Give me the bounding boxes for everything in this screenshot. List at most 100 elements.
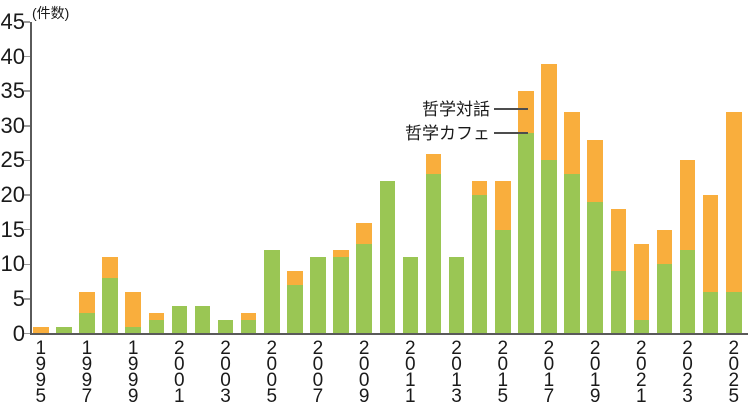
bar-1998-segment-tetsugaku-taiwa bbox=[102, 257, 118, 279]
bar-2017 bbox=[541, 63, 557, 334]
bar-2012-segment-tetsugaku-cafe bbox=[425, 174, 442, 334]
bar-2015-segment-tetsugaku-taiwa bbox=[495, 181, 511, 230]
bar-2004-segment-tetsugaku-taiwa bbox=[240, 312, 257, 320]
y-tick-label-0: 0 bbox=[12, 320, 25, 346]
bar-2008 bbox=[333, 250, 349, 334]
bar-2011 bbox=[402, 257, 419, 334]
bar-2001-segment-tetsugaku-cafe bbox=[171, 305, 188, 334]
bar-2009 bbox=[356, 222, 372, 334]
bar-1995 bbox=[33, 326, 49, 334]
bar-2010 bbox=[379, 181, 395, 334]
bar-2023 bbox=[679, 160, 696, 334]
y-tick-0 bbox=[24, 332, 30, 335]
y-tick-label-30: 30 bbox=[0, 112, 25, 138]
bar-2008-segment-tetsugaku-taiwa bbox=[333, 250, 349, 258]
bar-2000 bbox=[148, 312, 164, 334]
y-tick-5 bbox=[24, 298, 30, 300]
bar-1997-segment-tetsugaku-taiwa bbox=[79, 291, 95, 313]
bar-2015-segment-tetsugaku-cafe bbox=[495, 229, 511, 334]
bar-2023-segment-tetsugaku-cafe bbox=[679, 250, 696, 334]
bar-2018-segment-tetsugaku-taiwa bbox=[564, 111, 580, 175]
bar-2020-segment-tetsugaku-taiwa bbox=[610, 208, 626, 272]
bar-2020-segment-tetsugaku-cafe bbox=[610, 271, 626, 334]
bar-2021 bbox=[633, 243, 650, 334]
bar-2022 bbox=[656, 229, 673, 334]
bar-2024-segment-tetsugaku-taiwa bbox=[702, 195, 719, 292]
y-tick-label-5: 5 bbox=[12, 285, 25, 311]
bar-2007-segment-tetsugaku-cafe bbox=[310, 257, 326, 334]
y-tick-40 bbox=[24, 55, 30, 58]
bar-2006-segment-tetsugaku-taiwa bbox=[287, 271, 303, 286]
y-axis-line bbox=[30, 22, 32, 334]
bar-2023-segment-tetsugaku-taiwa bbox=[679, 160, 696, 251]
y-tick-label-45: 45 bbox=[0, 9, 25, 34]
bar-1995-segment-tetsugaku-taiwa bbox=[33, 326, 49, 334]
bar-2006-segment-tetsugaku-cafe bbox=[287, 285, 303, 334]
bar-2021-segment-tetsugaku-taiwa bbox=[633, 243, 650, 320]
bar-2001 bbox=[171, 305, 188, 334]
y-tick-20 bbox=[24, 194, 30, 196]
y-tick-label-40: 40 bbox=[0, 43, 25, 69]
bar-2000-segment-tetsugaku-taiwa bbox=[148, 312, 164, 320]
bar-2004-segment-tetsugaku-cafe bbox=[240, 319, 257, 334]
bar-2006 bbox=[287, 271, 303, 334]
y-tick-25 bbox=[24, 159, 30, 162]
bar-2014 bbox=[471, 181, 488, 334]
bar-2025-segment-tetsugaku-cafe bbox=[726, 291, 742, 334]
bar-2016-segment-tetsugaku-taiwa bbox=[518, 91, 534, 133]
bar-2025-segment-tetsugaku-taiwa bbox=[726, 111, 742, 292]
bar-2022-segment-tetsugaku-cafe bbox=[656, 264, 673, 334]
bar-1997 bbox=[79, 291, 95, 334]
y-tick-15 bbox=[24, 228, 30, 231]
annotation-label-tetsugaku-cafe: 哲学カフェ bbox=[405, 124, 490, 143]
bar-1997-segment-tetsugaku-cafe bbox=[79, 312, 95, 334]
bar-2017-segment-tetsugaku-taiwa bbox=[541, 63, 557, 161]
annotation-leader-line-taiwa bbox=[494, 108, 528, 110]
bar-1998 bbox=[102, 257, 118, 334]
bar-2013 bbox=[448, 257, 465, 334]
bar-1996-segment-tetsugaku-cafe bbox=[56, 326, 72, 334]
bar-1996 bbox=[56, 326, 72, 334]
bar-2000-segment-tetsugaku-cafe bbox=[148, 319, 164, 334]
bar-2020 bbox=[610, 208, 626, 334]
y-tick-30 bbox=[24, 125, 30, 127]
bar-2018-segment-tetsugaku-cafe bbox=[564, 174, 580, 334]
bar-2011-segment-tetsugaku-cafe bbox=[402, 257, 419, 334]
y-tick-label-10: 10 bbox=[0, 251, 25, 277]
bar-2003-segment-tetsugaku-cafe bbox=[217, 319, 234, 334]
bar-2008-segment-tetsugaku-cafe bbox=[333, 257, 349, 334]
bar-2009-segment-tetsugaku-cafe bbox=[356, 243, 372, 334]
x-axis-line bbox=[30, 333, 748, 335]
bar-2017-segment-tetsugaku-cafe bbox=[541, 160, 557, 334]
bar-2016-segment-tetsugaku-cafe bbox=[518, 132, 534, 334]
bar-2024-segment-tetsugaku-cafe bbox=[702, 291, 719, 334]
y-tick-10 bbox=[24, 263, 30, 266]
bar-2022-segment-tetsugaku-taiwa bbox=[656, 229, 673, 265]
bar-2004 bbox=[240, 312, 257, 334]
bar-1999-segment-tetsugaku-cafe bbox=[125, 326, 141, 334]
bar-2018 bbox=[564, 111, 580, 334]
y-tick-label-35: 35 bbox=[0, 78, 25, 104]
bar-2005-segment-tetsugaku-cafe bbox=[264, 250, 280, 334]
y-tick-label-15: 15 bbox=[0, 216, 25, 242]
y-tick-35 bbox=[24, 90, 30, 92]
y-tick-45 bbox=[24, 21, 30, 23]
bar-2009-segment-tetsugaku-taiwa bbox=[356, 222, 372, 244]
bar-2019-segment-tetsugaku-taiwa bbox=[587, 139, 603, 202]
